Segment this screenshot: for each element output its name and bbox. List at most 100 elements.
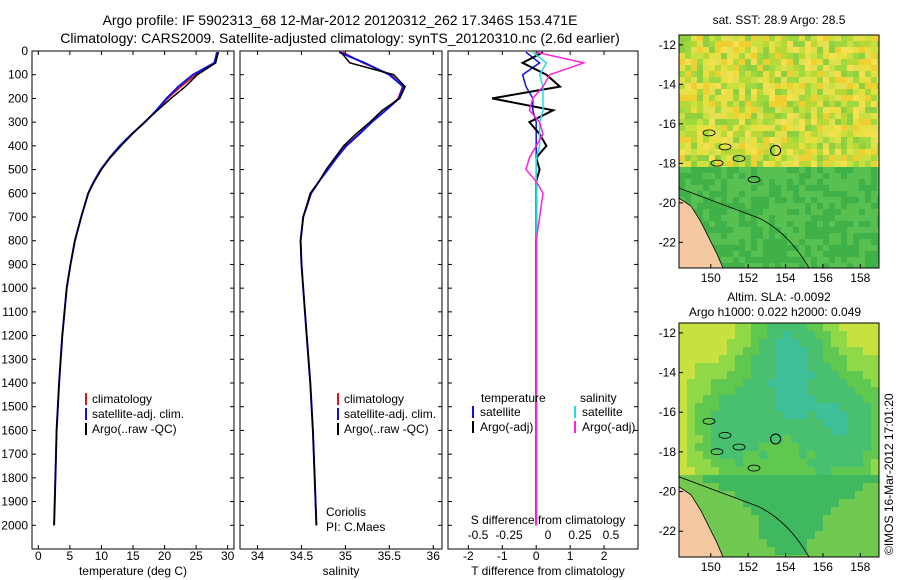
heatmap-cell [733,119,739,125]
heatmap-cell [855,323,863,331]
heatmap-cell [793,83,799,89]
heatmap-cell [721,239,727,245]
heatmap-cell [759,371,767,379]
heatmap-cell [769,191,775,197]
heatmap-cell [715,113,721,119]
reef-outline [718,431,732,439]
heatmap-cell [703,107,709,113]
heatmap-cell [759,419,767,427]
heatmap-cell [799,101,805,107]
heatmap-cell [847,197,853,203]
heatmap-cell [769,227,775,233]
heatmap-cell [793,137,799,143]
heatmap-cell [859,89,865,95]
heatmap-cell [751,531,759,539]
heatmap-cell [871,191,877,197]
heatmap-cell [691,53,697,59]
heatmap-cell [831,379,839,387]
heatmap-cell [711,379,719,387]
heatmap-cell [757,161,763,167]
heatmap-cell [859,263,865,268]
heatmap-cell [767,387,775,395]
heatmap-cell [727,137,733,143]
heatmap-cell [865,143,871,149]
heatmap-cell [727,531,735,539]
heatmap-cell [835,71,841,77]
heatmap-cell [727,331,735,339]
heatmap-cell [863,451,871,459]
depth-axis: 0100200300400500600700800900100011001200… [1,44,234,532]
heatmap-cell [855,395,863,403]
heatmap-cell [757,149,763,155]
heatmap-cell [829,137,835,143]
heatmap-cell [739,143,745,149]
heatmap-cell [745,131,751,137]
heatmap-cell [733,191,739,197]
heatmap-cell [743,443,751,451]
heatmap-cell [763,161,769,167]
heatmap-cell [791,515,799,523]
heatmap-cell [793,191,799,197]
heatmap-cell [799,53,805,59]
heatmap-cell [787,263,793,268]
heatmap-cell [823,363,831,371]
heatmap-cell [751,149,757,155]
heatmap-cell [815,363,823,371]
heatmap-cell [783,419,791,427]
heatmap-cell [799,89,805,95]
heatmap-cell [739,191,745,197]
heatmap-cell [817,77,823,83]
heatmap-cell [871,161,877,167]
heatmap-cell [719,499,727,507]
heatmap-cell [711,395,719,403]
heatmap-cell [751,107,757,113]
heatmap-cell [757,251,763,257]
heatmap-cell [791,443,799,451]
heatmap-cell [847,53,853,59]
heatmap-cell [841,209,847,215]
heatmap-cell [703,155,709,161]
y-tick-label: 0 [21,44,28,58]
heatmap-cell [733,239,739,245]
heatmap-cell [865,83,871,89]
heatmap-cell [679,107,685,113]
heatmap-cell [811,167,817,173]
heatmap-cell [815,419,823,427]
salinity-x-axis: 34 34.5 35 35.5 36 [251,51,440,563]
heatmap-cell [847,499,855,507]
heatmap-cell [835,83,841,89]
heatmap-cell [719,379,727,387]
heatmap-cell [791,523,799,531]
heatmap-cell [781,35,787,41]
heatmap-cell [763,251,769,257]
heatmap-cell [807,331,815,339]
heatmap-cell [841,35,847,41]
heatmap-cell [751,459,759,467]
heatmap-cell [685,89,691,95]
series-line-salinity-argo-adj- [525,51,587,526]
heatmap-cell [831,363,839,371]
heatmap-cell [865,179,871,185]
heatmap-cell [829,191,835,197]
heatmap-cell [817,245,823,251]
heatmap-cell [787,227,793,233]
heatmap-cell [823,131,829,137]
heatmap-cell [807,531,815,539]
heatmap-cell [733,203,739,209]
lon-tick-label: 150 [701,271,721,285]
heatmap-cell [679,41,685,47]
heatmap-cell [703,371,711,379]
heatmap-cell [711,427,719,435]
heatmap-cell [811,227,817,233]
heatmap-cell [817,209,823,215]
heatmap-cell [727,483,735,491]
heatmap-cell [791,475,799,483]
heatmap-cell [863,363,871,371]
heatmap-cell [775,459,783,467]
heatmap-cell [727,71,733,77]
heatmap-cell [823,499,831,507]
sst-map-frame [678,34,880,269]
heatmap-cell [697,101,703,107]
heatmap-cell [805,251,811,257]
heatmap-cell [697,209,703,215]
